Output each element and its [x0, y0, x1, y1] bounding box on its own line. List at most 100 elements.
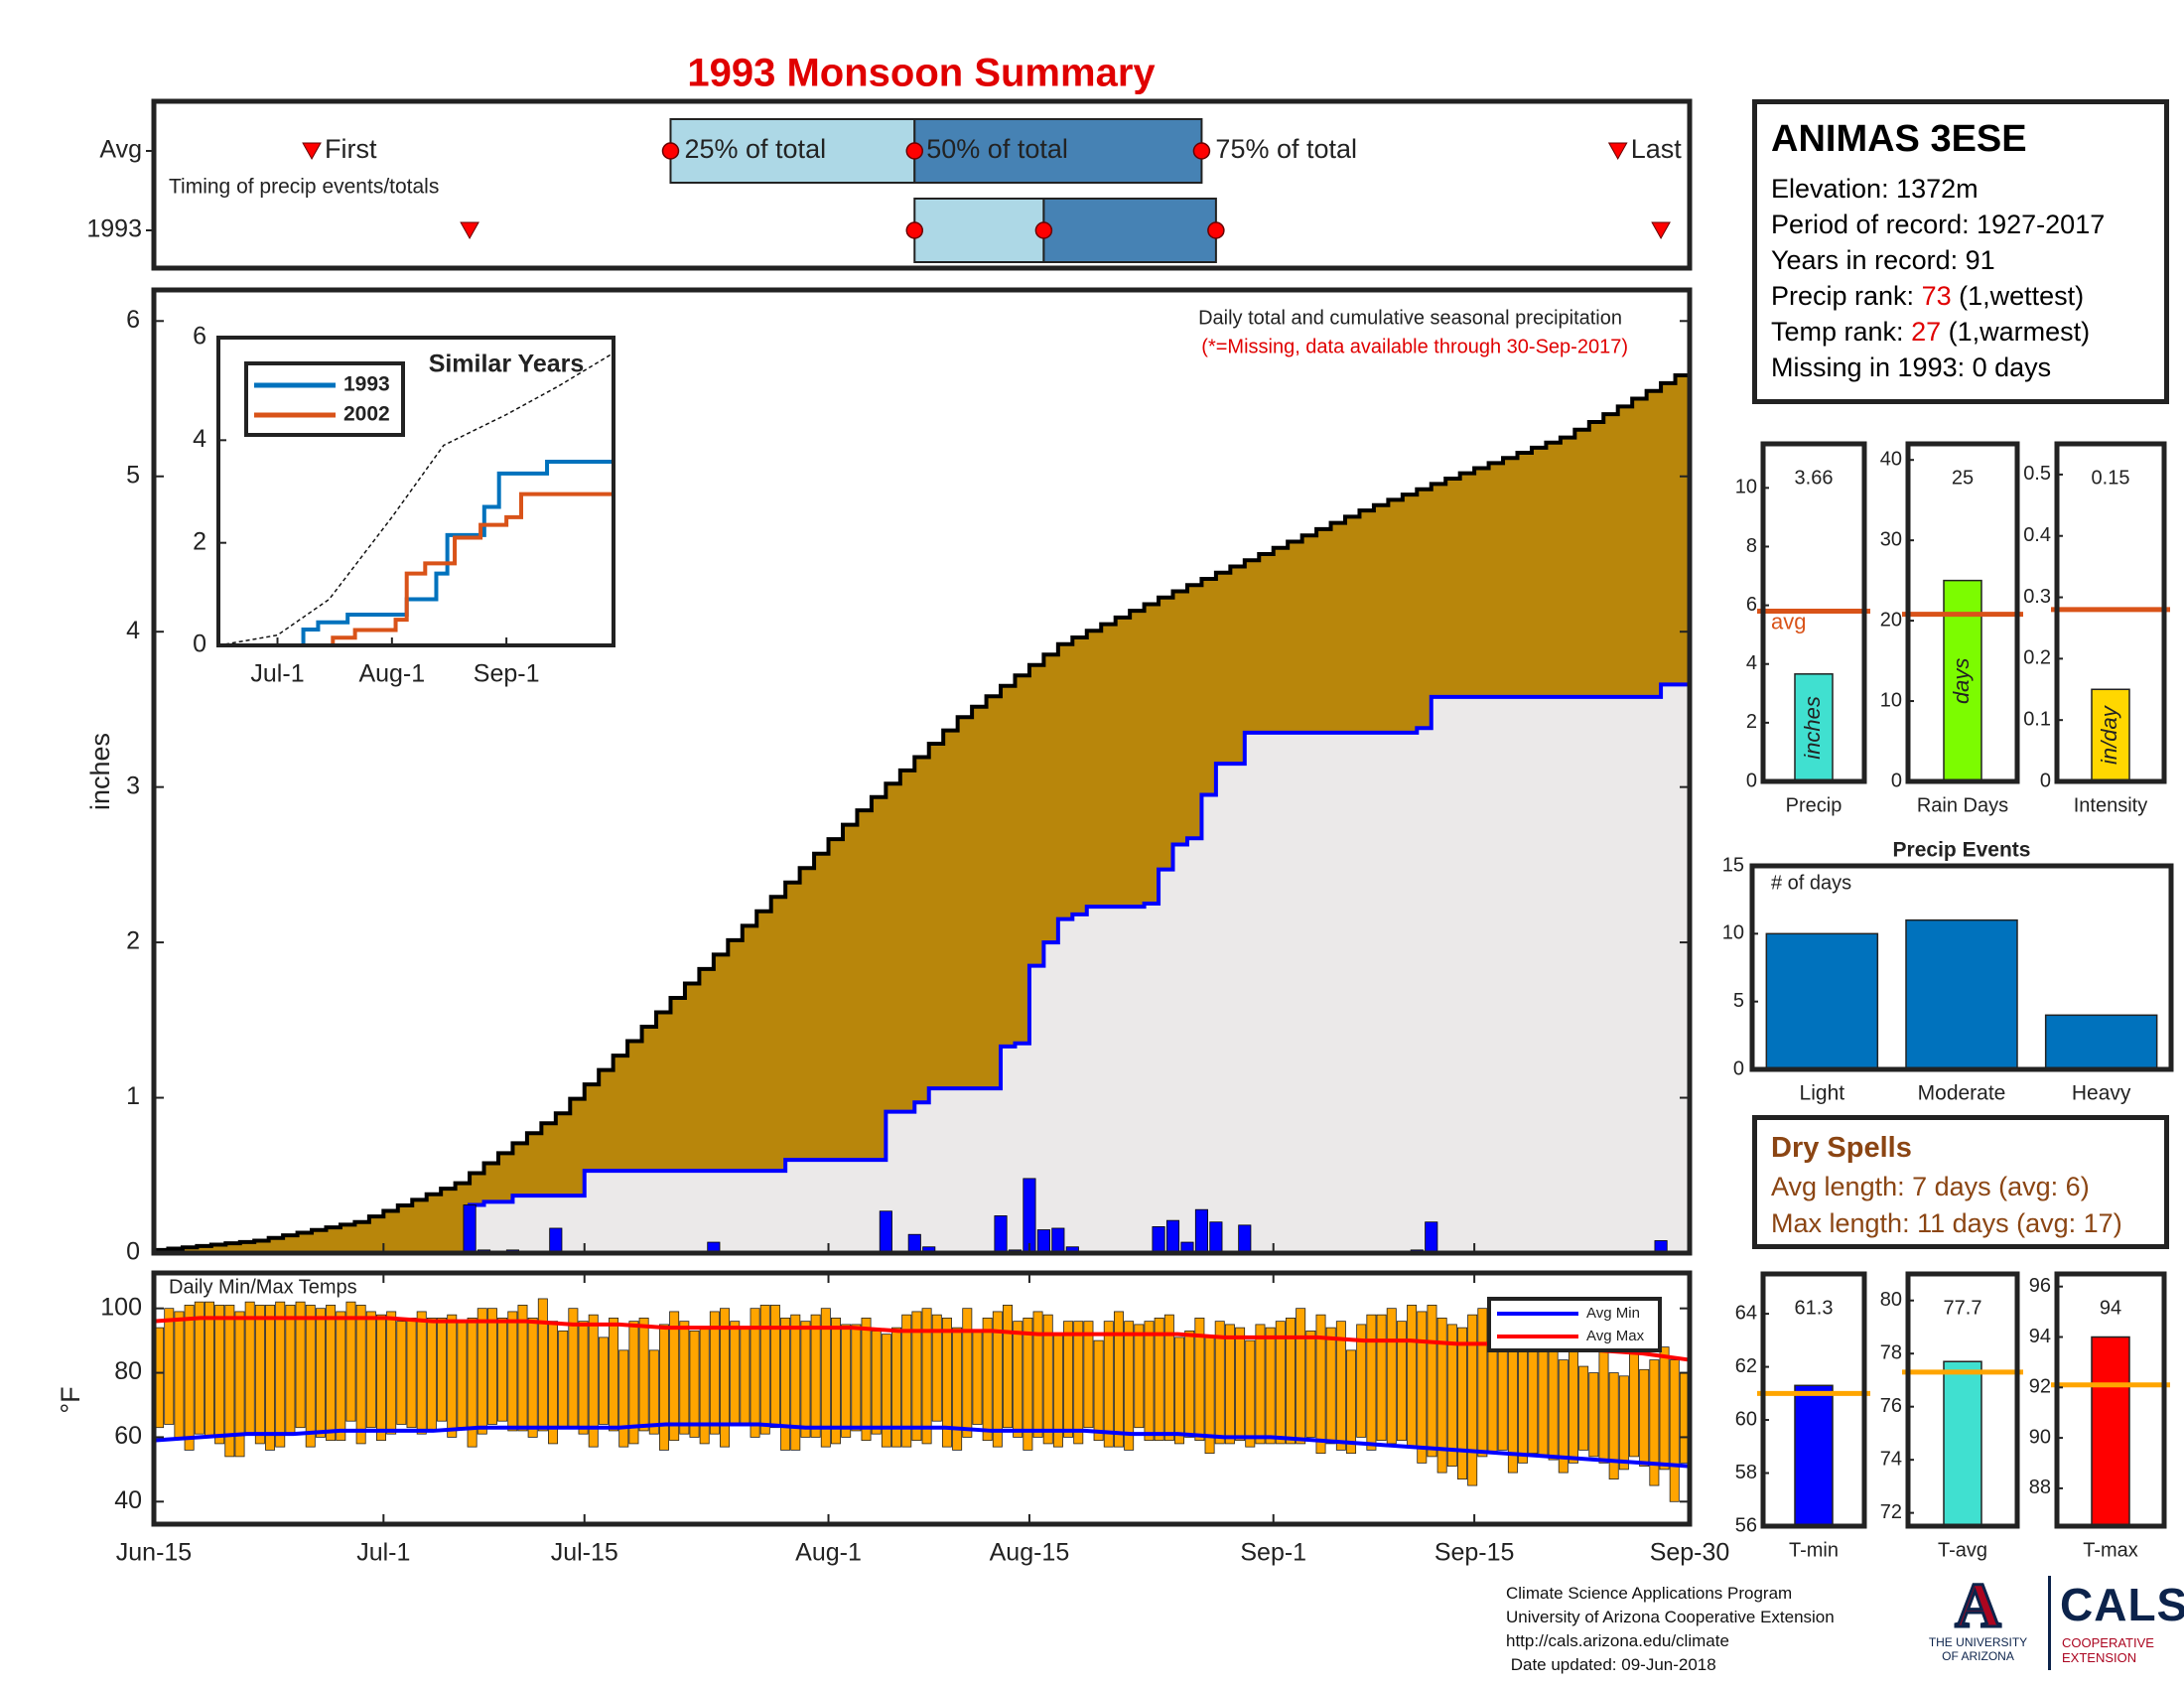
precip-rank: Precip rank: 73 (1,wettest) — [1771, 278, 2150, 314]
temp-range-bar — [658, 1324, 669, 1451]
timing-avg-marker-p75 — [1192, 142, 1211, 160]
temp-range-bar — [618, 1349, 629, 1448]
daily-precip-bar — [463, 1204, 477, 1254]
temp-range-bar — [1235, 1327, 1246, 1442]
daily-precip-bar — [907, 1233, 921, 1254]
temp-range-bar — [1346, 1349, 1357, 1455]
precip-summary-unit-label: in/day — [2097, 704, 2121, 765]
temp-ytick-label: 40 — [114, 1486, 142, 1514]
temp-range-bar — [820, 1308, 831, 1448]
temp-range-bar — [447, 1314, 458, 1438]
temp-range-bar — [609, 1318, 619, 1432]
temp-range-bar — [750, 1308, 760, 1438]
x-tick-label: Jul-15 — [551, 1539, 618, 1567]
inset-title: Similar Years — [429, 351, 585, 378]
precip-events-category-label: Heavy — [2072, 1082, 2131, 1105]
x-tick-label: Sep-1 — [1240, 1539, 1306, 1567]
temp-range-bar — [1255, 1324, 1266, 1445]
observed-cumulative-line — [154, 682, 1690, 1255]
temp-range-bar — [1588, 1372, 1599, 1458]
station-name: ANIMAS 3ESE — [1771, 118, 2027, 160]
temp-range-bar — [376, 1314, 386, 1442]
temp-ytick-label: 92 — [2029, 1376, 2051, 1398]
precip-summary-panel-frame — [1905, 441, 2020, 784]
temp-legend-box — [1487, 1297, 1662, 1352]
temp-range-bar — [1023, 1318, 1033, 1451]
temp-range-bar — [1124, 1321, 1135, 1451]
ua-logo-line2: OF ARIZONA — [1942, 1649, 2014, 1663]
temp-range-bar — [1285, 1318, 1296, 1445]
timing-label-50: 50% of total — [926, 134, 1068, 164]
precip-summary-ytick-label: 4 — [1746, 652, 1757, 674]
temp-ytick-label: 80 — [1880, 1289, 1902, 1311]
precip-summary-ytick-label: 0.3 — [2023, 586, 2051, 608]
temp-range-bar — [1386, 1308, 1397, 1445]
daily-precip-bar — [1051, 1227, 1065, 1254]
timing-avg-marker-p25 — [661, 142, 680, 160]
temp-range-bar — [588, 1314, 599, 1448]
temp-legend-label-max: Avg Max — [1586, 1328, 1645, 1344]
temp-range-bar — [1003, 1305, 1013, 1429]
precip-events-ytick-label: 10 — [1722, 922, 1744, 944]
temp-range-bar — [921, 1308, 932, 1445]
temp-value-bar — [1943, 1360, 1982, 1527]
precip-events-ytick-label: 15 — [1722, 854, 1744, 876]
temp-range-bar — [1013, 1321, 1024, 1438]
temp-range-bar — [730, 1321, 741, 1425]
chart-title: 1993 Monsoon Summary — [687, 52, 1156, 95]
temp-range-bar — [881, 1334, 891, 1448]
temp-value-bar — [1794, 1384, 1834, 1527]
precip-events-category-label: Light — [1800, 1082, 1845, 1105]
precip-summary-ytick-label: 0 — [1891, 770, 1902, 791]
university-of-arizona-logo: A THE UNIVERSITY OF ARIZONA — [1926, 1572, 2030, 1675]
temp-range-bar — [1134, 1324, 1145, 1429]
inset-legend-box — [244, 361, 405, 437]
daily-precip-bar — [1238, 1224, 1252, 1254]
precip-summary-unit-label: days — [1949, 658, 1974, 704]
temp-range-bar — [1376, 1314, 1387, 1442]
avg-cumulative-line — [154, 367, 1692, 1252]
temp-range-bar — [810, 1314, 821, 1438]
temp-range-bar — [780, 1318, 791, 1451]
temp-category-label: T-avg — [1938, 1539, 1987, 1561]
temp-range-bar — [1296, 1308, 1306, 1445]
temp-ylabel: °F — [56, 1386, 85, 1413]
main-ytick-label: 3 — [126, 772, 140, 799]
temp-range-bar — [1659, 1346, 1670, 1471]
main-ytick-label: 4 — [126, 617, 140, 644]
temp-ytick-label: 60 — [114, 1422, 142, 1450]
precip-summary-ytick-label: 0.5 — [2023, 463, 2051, 485]
temp-range-bar — [224, 1305, 235, 1458]
temp-range-bar — [931, 1314, 942, 1422]
precip-summary-avg-label: avg — [1771, 609, 1806, 633]
temp-range-bar — [244, 1301, 255, 1435]
temp-value-label: 94 — [2100, 1297, 2121, 1319]
inset-series-line-2002 — [218, 492, 615, 647]
temp-range-bar — [1446, 1324, 1457, 1468]
temp-range-bar — [790, 1314, 801, 1451]
station-info-box: ANIMAS 3ESE Elevation: 1372m Period of r… — [1752, 99, 2169, 404]
temp-ytick-label: 64 — [1735, 1302, 1757, 1324]
temp-range-bar — [972, 1330, 983, 1425]
missing-days: Missing in 1993: 0 days — [1771, 352, 2052, 382]
precip-summary-ytick-label: 0.4 — [2023, 524, 2051, 546]
cals-logo-divider — [2048, 1576, 2051, 1670]
temp-legend-label-min: Avg Min — [1586, 1305, 1640, 1322]
precip-events-bar — [1765, 932, 1879, 1070]
precip-events-ytick-label: 5 — [1733, 990, 1744, 1012]
temp-ytick-label: 58 — [1735, 1462, 1757, 1483]
temp-range-bar — [578, 1321, 589, 1435]
temp-range-bar — [769, 1305, 780, 1429]
x-tick-label: Sep-30 — [1650, 1539, 1730, 1567]
temp-range-bar — [527, 1318, 538, 1438]
precip-events-bar — [2044, 1014, 2158, 1070]
temp-range-bar — [638, 1318, 649, 1432]
temp-range-bar — [871, 1330, 882, 1435]
years-in-record: Years in record: 91 — [1771, 245, 1995, 275]
main-plot-frame — [151, 287, 1693, 1256]
temp-range-bar — [386, 1311, 397, 1435]
precip-summary-ytick-label: 40 — [1880, 448, 1902, 470]
temp-range-bar — [486, 1308, 497, 1425]
temp-ytick-label: 94 — [2029, 1326, 2051, 1347]
inset-series-line-1993 — [218, 457, 615, 647]
